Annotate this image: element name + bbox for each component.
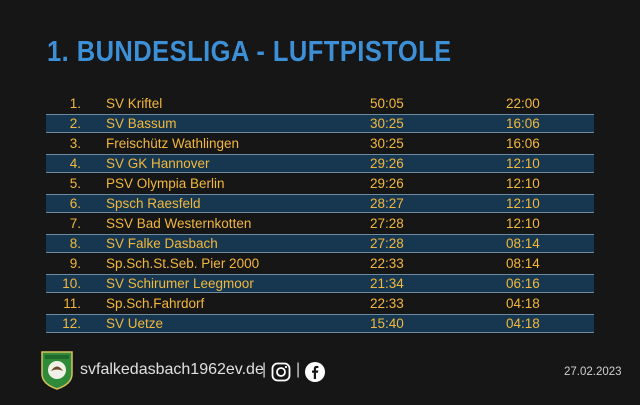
- team-cell: SV GK Hannover: [106, 156, 210, 171]
- team-cell: SV Kriftel: [106, 96, 163, 111]
- score-cell: 06:16: [506, 276, 540, 291]
- points-cell: 50:05: [370, 96, 404, 111]
- website-link[interactable]: svfalkedasbach1962ev.de: [80, 361, 264, 378]
- table-row: 7. SSV Bad Westernkotten 27:28 12:10: [46, 214, 594, 233]
- points-cell: 27:28: [370, 236, 404, 251]
- score-cell: 12:10: [506, 216, 540, 231]
- score-cell: 08:14: [506, 236, 540, 251]
- points-cell: 21:34: [370, 276, 404, 291]
- team-cell: Sp.Sch.Fahrdorf: [106, 296, 205, 311]
- points-cell: 29:26: [370, 176, 404, 191]
- table-row: 12. SV Uetze 15:40 04:18: [46, 314, 594, 333]
- table-row: 4. SV GK Hannover 29:26 12:10: [46, 154, 594, 173]
- separator: |: [262, 361, 267, 378]
- score-cell: 12:10: [506, 196, 540, 211]
- facebook-icon[interactable]: [305, 362, 325, 382]
- rank-cell: 6.: [69, 196, 81, 211]
- rank-cell: 2.: [69, 116, 81, 131]
- table-row: 5. PSV Olympia Berlin 29:26 12:10: [46, 174, 594, 193]
- table-row: 2. SV Bassum 30:25 16:06: [46, 114, 594, 133]
- separator: |: [296, 361, 301, 378]
- rank-cell: 10.: [62, 276, 81, 291]
- rank-cell: 7.: [69, 216, 81, 231]
- page-title: 1. BUNDESLIGA - LUFTPISTOLE: [47, 36, 452, 68]
- standings-table: 1. SV Kriftel 50:05 22:00 2. SV Bassum 3…: [46, 94, 594, 334]
- points-cell: 27:28: [370, 216, 404, 231]
- team-cell: Freischütz Wathlingen: [106, 136, 240, 151]
- rank-cell: 4.: [69, 156, 81, 171]
- rank-cell: 8.: [69, 236, 81, 251]
- table-row: 6. Spsch Raesfeld 28:27 12:10: [46, 194, 594, 213]
- team-cell: SV Bassum: [106, 116, 177, 131]
- date-label: 27.02.2023: [564, 366, 622, 378]
- points-cell: 29:26: [370, 156, 404, 171]
- points-cell: 22:33: [370, 256, 404, 271]
- team-cell: SSV Bad Westernkotten: [106, 216, 252, 231]
- score-cell: 04:18: [506, 316, 540, 331]
- table-row: 8. SV Falke Dasbach 27:28 08:14: [46, 234, 594, 253]
- table-row: 10. SV Schirumer Leegmoor 21:34 06:16: [46, 274, 594, 293]
- team-cell: SV Falke Dasbach: [106, 236, 218, 251]
- team-cell: Spsch Raesfeld: [106, 196, 201, 211]
- rank-cell: 3.: [69, 136, 81, 151]
- score-cell: 16:06: [506, 136, 540, 151]
- team-cell: Sp.Sch.St.Seb. Pier 2000: [106, 256, 260, 271]
- rank-cell: 1.: [69, 96, 81, 111]
- team-cell: PSV Olympia Berlin: [106, 176, 225, 191]
- table-row: 1. SV Kriftel 50:05 22:00: [46, 94, 594, 113]
- score-cell: 16:06: [506, 116, 540, 131]
- rank-cell: 12.: [62, 316, 81, 331]
- rank-cell: 5.: [69, 176, 81, 191]
- club-logo-icon: [41, 351, 73, 390]
- table-row: 11. Sp.Sch.Fahrdorf 22:33 04:18: [46, 294, 594, 313]
- team-cell: SV Schirumer Leegmoor: [106, 276, 254, 291]
- rank-cell: 11.: [63, 296, 81, 311]
- table-row: 9. Sp.Sch.St.Seb. Pier 2000 22:33 08:14: [46, 254, 594, 273]
- score-cell: 12:10: [506, 156, 540, 171]
- points-cell: 22:33: [370, 296, 404, 311]
- points-cell: 28:27: [370, 196, 404, 211]
- score-cell: 22:00: [506, 96, 540, 111]
- instagram-icon[interactable]: [271, 362, 291, 382]
- rank-cell: 9.: [69, 256, 81, 271]
- points-cell: 15:40: [370, 316, 404, 331]
- score-cell: 08:14: [506, 256, 540, 271]
- points-cell: 30:25: [370, 136, 404, 151]
- table-row: 3. Freischütz Wathlingen 30:25 16:06: [46, 134, 594, 153]
- team-cell: SV Uetze: [106, 316, 164, 331]
- points-cell: 30:25: [370, 116, 404, 131]
- score-cell: 04:18: [506, 296, 540, 311]
- score-cell: 12:10: [506, 176, 540, 191]
